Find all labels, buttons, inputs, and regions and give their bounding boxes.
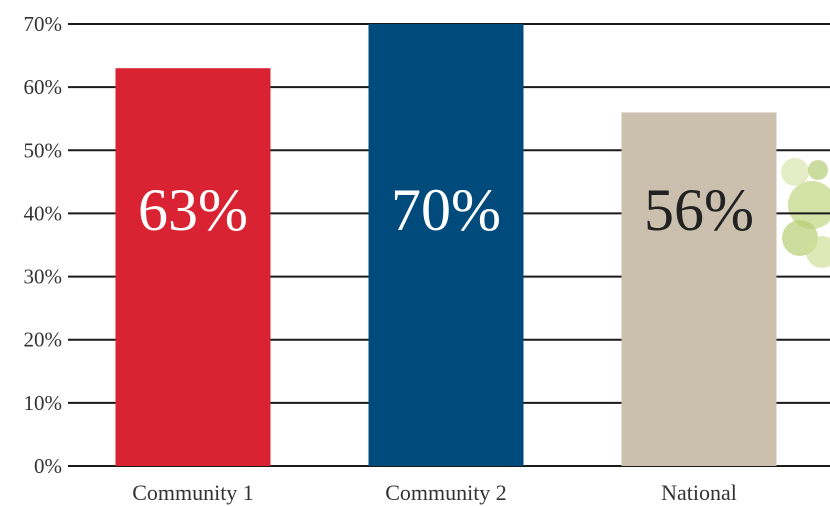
bar-2 [368,24,524,466]
y-tick-label: 30% [24,265,63,289]
y-tick-label: 0% [34,454,62,478]
y-tick-label: 70% [24,12,63,36]
data-label: 63% [138,177,248,243]
x-axis-category-labels: Community 1 Community 2 National [132,480,737,505]
bar-1 [115,68,271,466]
leaf-decoration [781,158,830,268]
category-label: Community 1 [132,480,254,505]
bar-data-labels: 63% 70% 56% [138,177,754,243]
data-label: 70% [391,177,501,243]
category-label: Community 2 [385,480,507,505]
category-label: National [661,480,737,505]
y-tick-label: 10% [24,391,63,415]
y-tick-label: 60% [24,75,63,99]
y-tick-label: 50% [24,138,63,162]
y-tick-label: 20% [24,328,63,352]
y-tick-label: 40% [24,201,63,225]
y-axis-tick-labels: 0% 10% 20% 30% 40% 50% 60% 70% [24,12,63,478]
bar-3 [621,112,777,467]
bars [115,24,777,467]
data-label: 56% [644,177,754,243]
